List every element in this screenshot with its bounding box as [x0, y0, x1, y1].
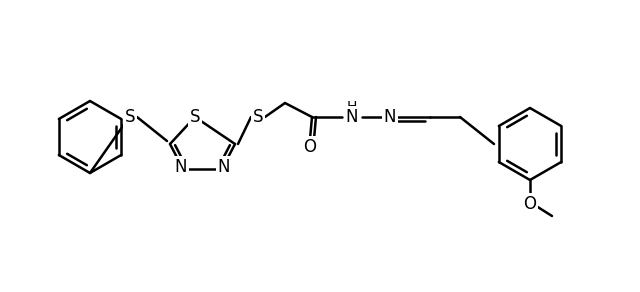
Text: N: N: [218, 158, 230, 176]
Text: N: N: [384, 108, 396, 126]
Text: N: N: [346, 108, 358, 126]
Text: N: N: [175, 158, 188, 176]
Text: H: H: [347, 100, 357, 114]
Text: O: O: [303, 138, 317, 156]
Text: S: S: [189, 108, 200, 126]
Text: S: S: [125, 108, 135, 126]
Text: S: S: [253, 108, 263, 126]
Text: O: O: [524, 195, 536, 213]
